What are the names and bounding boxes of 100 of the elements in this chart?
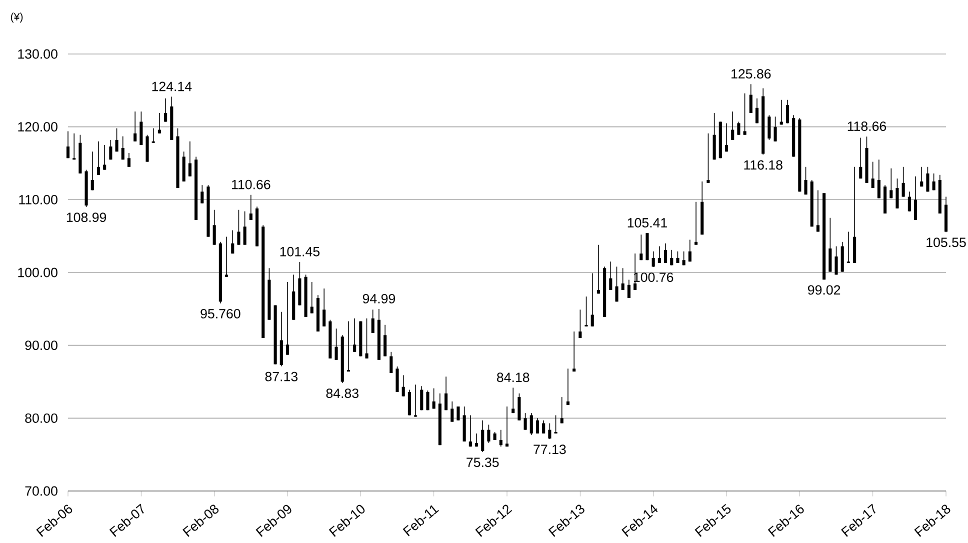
candlestick bbox=[390, 351, 393, 374]
candlestick bbox=[590, 272, 594, 327]
candlestick bbox=[176, 128, 180, 188]
candlestick bbox=[896, 178, 899, 209]
annotation: 124.14 bbox=[152, 82, 192, 92]
candlestick bbox=[780, 99, 783, 126]
candlestick bbox=[646, 232, 649, 261]
annotation: 77.13 bbox=[534, 444, 566, 454]
candlestick bbox=[334, 328, 338, 360]
candlestick bbox=[682, 250, 686, 266]
candlestick bbox=[127, 152, 131, 168]
candlestick bbox=[816, 190, 820, 232]
candlestick bbox=[865, 136, 868, 184]
candlestick bbox=[164, 98, 168, 122]
y-tick-label: 120.00 bbox=[18, 122, 58, 132]
candlestick bbox=[170, 96, 174, 140]
y-tick-label: 80.00 bbox=[25, 413, 58, 423]
candlestick bbox=[877, 159, 880, 199]
candlestick bbox=[578, 309, 582, 338]
candlestick bbox=[90, 151, 94, 191]
candlestick bbox=[310, 282, 314, 314]
candlestick bbox=[944, 196, 948, 232]
candlestick bbox=[224, 236, 228, 278]
y-tick-label: 90.00 bbox=[25, 340, 58, 350]
candlestick bbox=[798, 118, 802, 192]
candlestick bbox=[737, 121, 740, 136]
candlestick bbox=[487, 424, 490, 444]
candlestick bbox=[596, 244, 600, 294]
candlestick bbox=[609, 261, 612, 290]
candlestick bbox=[328, 319, 332, 359]
candlestick bbox=[212, 209, 216, 246]
candlestick bbox=[706, 132, 710, 184]
annotation: 101.45 bbox=[280, 246, 320, 256]
candlestick bbox=[84, 169, 88, 208]
candlestick bbox=[530, 412, 533, 436]
candlestick bbox=[938, 174, 942, 214]
candlestick bbox=[218, 242, 222, 304]
candlestick bbox=[548, 422, 552, 440]
candlestick bbox=[450, 401, 454, 422]
candlestick bbox=[499, 429, 502, 447]
candlestick bbox=[518, 393, 521, 421]
candlestick bbox=[731, 111, 734, 140]
candlestick bbox=[158, 112, 161, 134]
candlestick bbox=[640, 234, 643, 261]
candlestick bbox=[365, 318, 368, 359]
candlestick bbox=[743, 92, 746, 136]
annotation: 125.86 bbox=[732, 69, 771, 79]
candlestick bbox=[676, 250, 680, 264]
candlestick bbox=[140, 111, 143, 146]
candlestick bbox=[340, 334, 344, 384]
candlestick bbox=[152, 128, 155, 144]
candlestick bbox=[462, 406, 466, 442]
candlestick bbox=[718, 121, 722, 159]
candlestick bbox=[810, 180, 814, 228]
candlestick bbox=[121, 136, 124, 160]
candlestick bbox=[524, 412, 527, 430]
candlestick bbox=[103, 144, 106, 170]
candlestick bbox=[536, 418, 540, 434]
annotation: 84.18 bbox=[497, 372, 530, 382]
candlestick bbox=[274, 304, 277, 365]
candlestick bbox=[72, 132, 76, 160]
candlestick bbox=[468, 414, 472, 447]
annotation: 116.18 bbox=[744, 160, 782, 170]
candlestick bbox=[420, 386, 424, 411]
candlestick bbox=[456, 406, 460, 421]
candlestick bbox=[749, 84, 752, 114]
annotation: 75.35 bbox=[466, 458, 499, 468]
candlestick bbox=[902, 166, 905, 198]
candlestick bbox=[554, 414, 558, 434]
candlestick bbox=[615, 266, 618, 302]
candlestick bbox=[792, 114, 796, 158]
candlestick bbox=[920, 166, 924, 187]
annotation: 95.760 bbox=[200, 308, 240, 318]
annotation: 94.99 bbox=[362, 294, 396, 304]
candlestick bbox=[853, 166, 856, 264]
candlestick bbox=[908, 191, 911, 212]
candlestick bbox=[932, 173, 936, 191]
candlestick bbox=[66, 130, 70, 159]
candlestick bbox=[249, 194, 252, 220]
candlestick bbox=[774, 116, 777, 142]
candlestick bbox=[505, 406, 509, 447]
annotation: 110.66 bbox=[232, 180, 270, 190]
candlestick bbox=[474, 433, 478, 447]
candlestick bbox=[834, 246, 838, 276]
candlestick bbox=[688, 239, 692, 262]
candlestick bbox=[890, 168, 893, 199]
candlestick bbox=[262, 224, 265, 338]
candlestick bbox=[768, 114, 771, 140]
candlestick bbox=[871, 161, 874, 188]
candlestick bbox=[371, 309, 374, 334]
candlestick bbox=[268, 268, 271, 320]
annotation: 87.13 bbox=[265, 372, 298, 382]
candlestick bbox=[346, 320, 350, 372]
annotation: 105.41 bbox=[628, 218, 667, 228]
annotation: 118.66 bbox=[848, 122, 886, 131]
candlestick bbox=[78, 134, 82, 174]
candlestick bbox=[694, 201, 698, 246]
candlestick bbox=[109, 140, 112, 160]
candlestick bbox=[432, 388, 436, 410]
candlestick bbox=[786, 99, 790, 124]
